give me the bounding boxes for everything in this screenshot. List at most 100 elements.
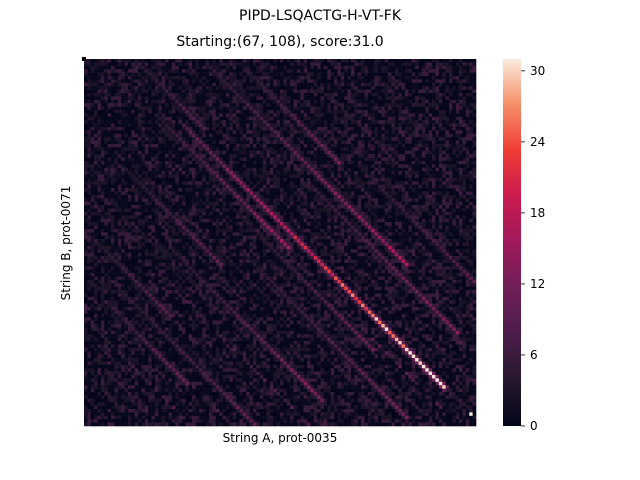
heatmap-cell <box>212 184 217 189</box>
heatmap-cell <box>347 72 352 77</box>
heatmap-cell <box>138 184 142 189</box>
heatmap-cell <box>87 59 92 63</box>
heatmap-cell <box>131 126 135 131</box>
heatmap-cell <box>192 99 196 104</box>
heatmap-cell <box>192 69 196 73</box>
heatmap-cell <box>94 201 98 206</box>
heatmap-cell <box>209 103 213 107</box>
heatmap-cell <box>188 194 193 199</box>
heatmap-cell <box>428 177 433 182</box>
heatmap-cell <box>411 167 416 172</box>
heatmap-cell <box>192 177 196 182</box>
heatmap-cell <box>138 198 142 203</box>
heatmap-cell <box>418 96 423 101</box>
heatmap-cell <box>455 150 460 155</box>
heatmap-cell <box>327 174 331 179</box>
heatmap-cell <box>131 198 135 203</box>
heatmap-cell <box>300 126 304 131</box>
heatmap-cell <box>161 116 166 121</box>
heatmap-cell <box>286 103 291 107</box>
heatmap-cell <box>381 133 386 138</box>
heatmap-cell <box>317 99 321 104</box>
heatmap-cell <box>401 164 406 169</box>
heatmap-cell <box>388 86 392 90</box>
heatmap-cell <box>327 116 331 121</box>
heatmap-cell <box>425 150 429 155</box>
heatmap-cell <box>134 113 139 118</box>
heatmap-cell <box>472 75 477 80</box>
heatmap-cell <box>307 194 311 199</box>
heatmap-cell <box>465 123 470 128</box>
heatmap-cell <box>148 167 152 172</box>
heatmap-cell <box>259 160 264 165</box>
heatmap-cell <box>327 113 331 118</box>
heatmap-cell <box>401 103 406 107</box>
heatmap-cell <box>198 157 203 162</box>
heatmap-cell <box>344 130 348 135</box>
heatmap-cell <box>367 181 372 186</box>
heatmap-cell <box>374 103 379 107</box>
heatmap-cell <box>459 160 463 165</box>
heatmap-cell <box>131 191 135 196</box>
heatmap-cell <box>263 188 267 192</box>
heatmap-cell <box>232 150 237 155</box>
heatmap-cell <box>148 96 152 101</box>
heatmap-cell <box>141 65 146 70</box>
heatmap-cell <box>459 177 463 182</box>
heatmap-cell <box>432 123 436 128</box>
heatmap-cell <box>242 184 247 189</box>
heatmap-cell <box>239 198 244 203</box>
heatmap-cell <box>131 123 135 128</box>
heatmap-cell <box>97 75 102 80</box>
heatmap-cell <box>225 75 230 80</box>
heatmap-cell <box>111 62 115 67</box>
heatmap-cell <box>459 147 463 152</box>
heatmap-cell <box>432 188 436 192</box>
heatmap-cell <box>229 150 233 155</box>
heatmap-cell <box>90 181 95 186</box>
heatmap-cell <box>232 174 237 179</box>
heatmap-cell <box>340 103 345 107</box>
heatmap-cell <box>232 92 237 97</box>
heatmap-cell <box>337 106 342 111</box>
heatmap-cell <box>151 157 156 162</box>
heatmap-cell <box>188 184 193 189</box>
heatmap-cell <box>371 154 375 158</box>
heatmap-cell <box>229 65 233 70</box>
heatmap-cell <box>256 194 261 199</box>
heatmap-cell <box>192 116 196 121</box>
heatmap-cell <box>266 99 271 104</box>
heatmap-cell <box>350 99 355 104</box>
heatmap-cell <box>229 103 233 107</box>
heatmap-cell <box>158 160 163 165</box>
heatmap-cell <box>215 72 220 77</box>
heatmap-cell <box>168 188 173 192</box>
heatmap-cell <box>225 65 230 70</box>
heatmap-cell <box>472 65 477 70</box>
heatmap-cell <box>401 82 406 87</box>
heatmap-cell <box>165 191 169 196</box>
heatmap-cell <box>280 164 284 169</box>
heatmap-cell <box>138 120 142 124</box>
heatmap-cell <box>337 188 342 192</box>
heatmap-cell <box>219 194 223 199</box>
heatmap-cell <box>425 126 429 131</box>
heatmap-cell <box>158 120 163 124</box>
heatmap-cell <box>442 154 446 158</box>
heatmap-cell <box>87 154 92 158</box>
heatmap-cell <box>175 198 179 203</box>
heatmap-cell <box>144 120 149 124</box>
heatmap-cell <box>472 130 477 135</box>
heatmap-cell <box>405 75 409 80</box>
heatmap-cell <box>442 75 446 80</box>
heatmap-cell <box>465 140 470 145</box>
heatmap-cell <box>357 99 362 104</box>
heatmap-cell <box>455 109 460 114</box>
heatmap-cell <box>161 99 166 104</box>
heatmap-cell <box>384 143 389 148</box>
heatmap-cell <box>263 89 267 94</box>
heatmap-cell <box>432 86 436 90</box>
heatmap-cell <box>401 201 406 206</box>
heatmap-cell <box>452 109 457 114</box>
heatmap-cell <box>165 65 169 70</box>
